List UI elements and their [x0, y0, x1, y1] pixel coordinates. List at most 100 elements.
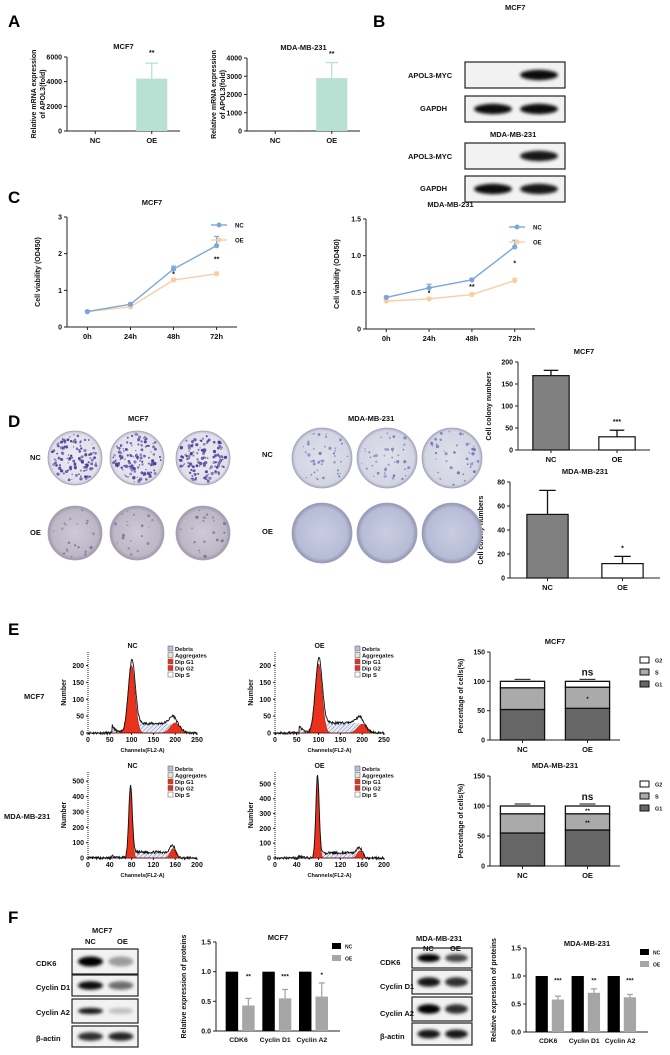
- significance-label: **: [585, 809, 590, 815]
- x-tick-label: 48h: [465, 334, 478, 343]
- culture-plate: [356, 427, 418, 489]
- colony: [67, 541, 71, 545]
- colony: [190, 440, 194, 444]
- bar-segment-G2: [564, 680, 611, 688]
- histogram-outline: [87, 659, 198, 736]
- colony: [193, 472, 197, 476]
- x-tick-label: 24h: [124, 332, 137, 341]
- colony: [384, 467, 387, 470]
- series-line-NC: [87, 244, 217, 313]
- colony: [341, 442, 343, 445]
- y-tick-label: 100: [72, 840, 84, 847]
- colony: [198, 465, 201, 467]
- legend-label: G2: [655, 783, 662, 789]
- y-tick-label: 0.0: [201, 1029, 211, 1036]
- colony: [141, 535, 143, 537]
- colony: [132, 466, 136, 471]
- y-axis-label: Relative mRNA expression: [31, 50, 38, 139]
- colony: [215, 466, 219, 469]
- colony: [85, 463, 88, 466]
- colony: [185, 439, 188, 442]
- flow-histogram: 0 100 200 300 400 500 0 40 80 120 160 200 Channels(F…: [248, 763, 394, 879]
- protein-band: [417, 1029, 441, 1039]
- bar-NC: [262, 971, 275, 1031]
- blot-row-label: GAPDH: [420, 104, 448, 113]
- stacked-bar-chart-E-MDA: 0 50 100 150 MDA-MB-231 Percentage of cells(%…: [458, 761, 662, 880]
- colony: [140, 444, 143, 447]
- colony: [386, 432, 389, 435]
- colony: [205, 435, 208, 438]
- colony: [129, 454, 133, 458]
- colony: [75, 473, 78, 477]
- colony: [89, 546, 93, 550]
- bar-NC: [607, 976, 620, 1032]
- y-tick-label: 200: [259, 663, 271, 670]
- colony: [206, 440, 209, 443]
- colony: [148, 526, 150, 528]
- legend-label: OE: [533, 241, 542, 247]
- colony: [114, 522, 118, 526]
- colony: [115, 445, 118, 448]
- colony: [195, 443, 199, 447]
- data-point-OE: [383, 298, 389, 304]
- colony: [55, 459, 57, 462]
- blot-col-oe: OE: [450, 944, 461, 953]
- protein-band: [417, 954, 441, 962]
- colony: [59, 469, 64, 473]
- panel-label-a: A: [8, 12, 21, 31]
- colony: [192, 450, 195, 454]
- colony: [112, 456, 115, 459]
- bar-OE: [587, 992, 601, 1032]
- y-tick-label: 3000: [226, 74, 242, 81]
- colony: [71, 555, 73, 558]
- y-tick-label: 100: [259, 697, 271, 704]
- colony: [443, 450, 445, 453]
- colony: [139, 459, 141, 462]
- colony: [212, 519, 215, 522]
- colony: [87, 461, 90, 464]
- colony: [141, 460, 144, 463]
- y-axis-label: Number: [61, 802, 68, 829]
- x-tick-label: 160: [356, 862, 368, 869]
- panel-label-f: F: [8, 908, 19, 927]
- legend-swatch: [354, 778, 361, 785]
- y-axis-label: Relative expression of proteins: [491, 938, 498, 1042]
- colony: [127, 475, 129, 478]
- colony: [304, 451, 307, 454]
- culture-plate: [291, 502, 353, 564]
- blot-frame: [71, 1025, 139, 1048]
- colony: [321, 459, 325, 463]
- colony: [133, 470, 137, 473]
- legend-label: NC: [533, 226, 542, 232]
- colony: [181, 456, 185, 459]
- colony: [316, 478, 319, 481]
- colony: [430, 441, 434, 445]
- culture-plate: [175, 505, 231, 561]
- colony: [312, 462, 316, 466]
- chart-title: MCF7: [142, 198, 162, 207]
- colony: [65, 548, 68, 550]
- blot-row-label: APOL3-MYC: [408, 71, 453, 80]
- legend-label: Debris: [362, 647, 380, 653]
- colony: [205, 513, 209, 516]
- colony: [137, 438, 141, 442]
- colony: [306, 442, 310, 446]
- colony: [200, 439, 203, 442]
- x-tick-label: 0h: [83, 332, 92, 341]
- colony: [150, 451, 152, 453]
- significance-label: **: [149, 50, 155, 57]
- colony: [403, 460, 407, 464]
- protein-band: [474, 183, 512, 195]
- blot-row-label: Cyclin A2: [380, 1009, 414, 1018]
- colony: [135, 453, 138, 456]
- colony: [197, 448, 200, 451]
- histogram-title: NC: [127, 643, 137, 650]
- y-tick-label: 400: [72, 794, 84, 801]
- colony: [58, 464, 62, 467]
- colony: [203, 448, 207, 452]
- y-tick-label: 4000: [46, 79, 62, 86]
- bar: [601, 562, 644, 579]
- colony: [307, 453, 311, 457]
- legend-label: Debris: [175, 767, 193, 773]
- colony: [62, 472, 65, 475]
